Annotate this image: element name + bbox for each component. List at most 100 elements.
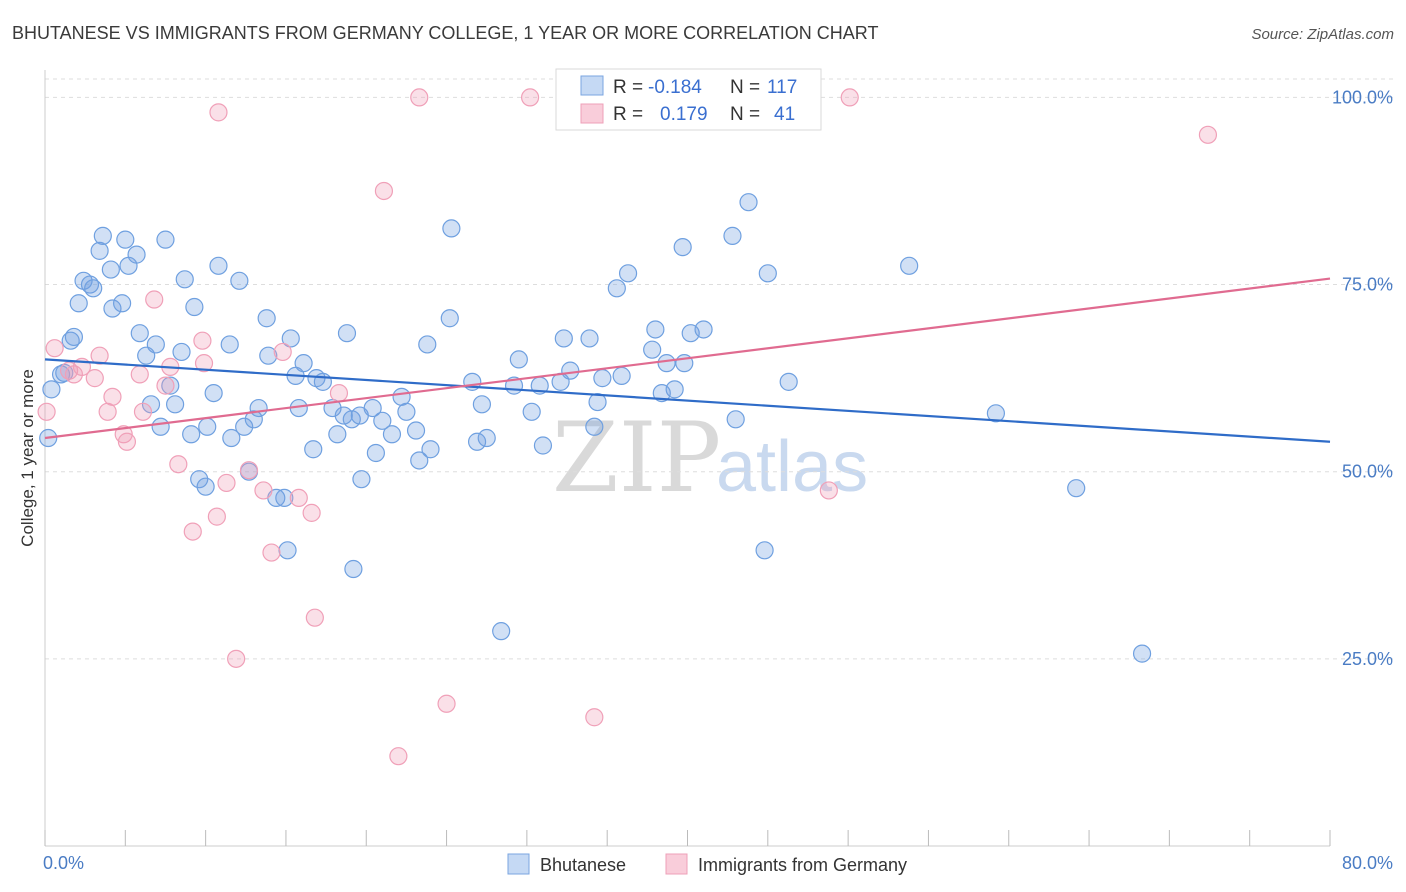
bhutanese-point-62	[363, 398, 382, 418]
x-tick-label-min: 0.0%	[43, 853, 84, 873]
bhutanese-point-91	[607, 279, 626, 298]
germany-point-24	[239, 461, 259, 480]
bhutanese-point-61	[352, 470, 371, 489]
bhutanese-point-105	[739, 193, 758, 212]
bhutanese-point-5	[64, 327, 84, 347]
bhutanese-point-67	[397, 402, 416, 421]
germany-point-6	[90, 346, 109, 365]
series-legend-swatch-germany	[665, 853, 688, 875]
bhutanese-point-103	[726, 410, 745, 429]
y-tick-label-50: 50.0%	[1342, 462, 1393, 482]
bhutanese-point-42	[257, 309, 276, 328]
germany-point-39	[840, 88, 859, 107]
series-legend-swatch-bhutanese	[507, 853, 530, 875]
bhutanese-point-50	[294, 354, 313, 373]
bhutanese-point-55	[328, 425, 347, 444]
germany-point-29	[302, 503, 321, 522]
germany-point-10	[117, 432, 137, 451]
bhutanese-point-94	[643, 340, 662, 359]
x-tick-label-max: 80.0%	[1342, 853, 1393, 873]
bhutanese-point-14	[112, 294, 132, 313]
germany-point-31	[329, 383, 349, 403]
bhutanese-point-95	[646, 320, 665, 339]
bhutanese-point-57	[337, 324, 357, 343]
bhutanese-point-11	[93, 226, 112, 245]
germany-point-23	[227, 649, 246, 668]
bhutanese-point-112	[1132, 644, 1152, 663]
bhutanese-point-17	[127, 245, 146, 264]
germany-point-5	[85, 369, 104, 388]
germany-point-33	[389, 747, 408, 766]
series-legend: Bhutanese Immigrants from Germany	[507, 853, 907, 875]
series-bhutanese-points	[39, 193, 1152, 663]
bhutanese-point-51	[304, 440, 323, 459]
bhutanese-point-99	[673, 238, 692, 257]
bhutanese-point-40	[244, 410, 263, 429]
legend-n-label-germany: N =	[730, 104, 760, 125]
watermark-zip: ZIP	[552, 402, 721, 514]
bhutanese-point-41	[249, 398, 268, 418]
germany-point-37	[585, 708, 604, 727]
germany-point-18	[193, 331, 212, 350]
bhutanese-point-31	[196, 477, 215, 496]
bhutanese-point-26	[172, 342, 191, 362]
bhutanese-point-104	[723, 226, 742, 245]
bhutanese-point-29	[182, 425, 201, 444]
series-legend-label-bhutanese: Bhutanese	[540, 855, 626, 875]
bhutanese-point-89	[588, 392, 607, 412]
bhutanese-point-90	[593, 369, 612, 388]
legend-r-value-germany: 0.179	[660, 104, 708, 125]
bhutanese-point-43	[259, 346, 278, 365]
bhutanese-point-109	[900, 256, 919, 275]
legend-r-value-bhutanese: -0.184	[648, 77, 702, 98]
y-tick-label-100: 100.0%	[1332, 87, 1393, 107]
watermark-atlas: atlas	[716, 427, 868, 507]
bhutanese-point-73	[442, 219, 461, 238]
germany-point-27	[273, 342, 292, 362]
bhutanese-point-47	[281, 329, 300, 348]
bhutanese-point-78	[492, 622, 511, 641]
bhutanese-point-23	[156, 230, 175, 249]
bhutanese-point-45	[275, 488, 294, 508]
bhutanese-point-76	[472, 395, 491, 414]
bhutanese-point-38	[235, 417, 254, 436]
bhutanese-point-13	[103, 299, 122, 318]
legend-r-label-germany: R =	[613, 104, 643, 125]
legend-swatch-germany	[580, 103, 604, 124]
bhutanese-point-59	[344, 559, 363, 579]
germany-point-28	[289, 488, 308, 508]
bhutanese-point-107	[758, 264, 777, 283]
bhutanese-point-28	[185, 297, 204, 317]
watermark: ZIP atlas	[552, 402, 868, 514]
germany-point-19	[194, 354, 214, 373]
germany-point-17	[183, 522, 202, 541]
germany-point-26	[262, 543, 281, 562]
bhutanese-point-46	[278, 541, 297, 560]
legend-n-value-bhutanese: 117	[767, 77, 797, 98]
bhutanese-point-108	[779, 372, 798, 391]
bhutanese-point-32	[198, 417, 217, 436]
bhutanese-point-33	[204, 383, 223, 403]
bhutanese-point-68	[406, 421, 426, 440]
germany-point-32	[374, 181, 394, 201]
bhutanese-point-88	[585, 417, 604, 436]
germany-point-14	[156, 376, 175, 395]
bhutanese-point-110	[986, 404, 1006, 423]
germany-point-16	[169, 455, 188, 474]
germany-point-11	[130, 365, 149, 384]
bhutanese-point-83	[533, 436, 553, 455]
y-tick-label-25: 25.0%	[1342, 649, 1393, 669]
chart-source: Source: ZipAtlas.com	[1251, 26, 1394, 43]
bhutanese-point-9	[84, 279, 103, 298]
germany-point-36	[520, 88, 540, 107]
trend-line-bhutanese	[44, 358, 1331, 443]
correlation-legend: R = -0.184 N = 117 R = 0.179 N = 41	[555, 68, 822, 131]
bhutanese-point-92	[612, 366, 631, 385]
bhutanese-point-102	[694, 320, 713, 339]
bhutanese-point-15	[116, 230, 135, 249]
bhutanese-point-85	[554, 329, 573, 348]
bhutanese-point-69	[410, 451, 429, 470]
bhutanese-point-35	[220, 335, 239, 354]
bhutanese-point-10	[90, 241, 109, 260]
legend-n-label-bhutanese: N =	[730, 77, 760, 98]
